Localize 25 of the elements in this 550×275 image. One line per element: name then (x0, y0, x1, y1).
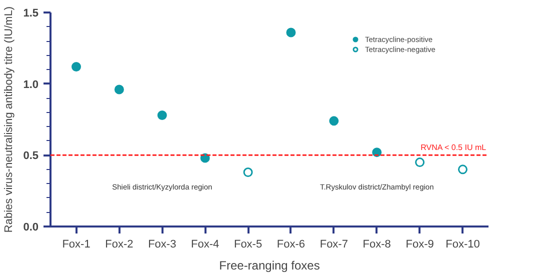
x-tick-label: Fox-1 (62, 238, 90, 250)
point (114, 84, 124, 94)
y-tick-label: 0.0 (23, 222, 39, 234)
point (286, 28, 296, 38)
x-tick-label: Fox-2 (105, 238, 134, 250)
x-tick-label: Fox-9 (406, 238, 434, 250)
point (243, 168, 253, 178)
point (458, 164, 468, 174)
y-tick-label: 0.5 (23, 150, 39, 162)
y-tick-label: 1.0 (23, 78, 39, 91)
x-tick-label: Fox-3 (148, 238, 176, 250)
x-tick-label: Fox-10 (446, 238, 480, 250)
point (72, 62, 82, 72)
x-tick-label: Fox-8 (362, 238, 391, 250)
point (157, 110, 167, 120)
x-tick-label: Fox-5 (234, 238, 262, 250)
point (415, 158, 425, 168)
ref-line-label: RVNA < 0.5 IU mL (420, 143, 487, 152)
x-tick-label: Fox-4 (191, 238, 220, 250)
x-axis-title: Free-ranging foxes (219, 258, 320, 272)
y-axis-title: Rabies virus-neutralising antibody titre (IU/mL) (3, 6, 16, 233)
point (329, 116, 339, 126)
x-tick-label: Fox-7 (320, 238, 348, 250)
x-tick-label: Fox-6 (276, 238, 306, 250)
y-tick-label: 1.5 (23, 8, 39, 20)
